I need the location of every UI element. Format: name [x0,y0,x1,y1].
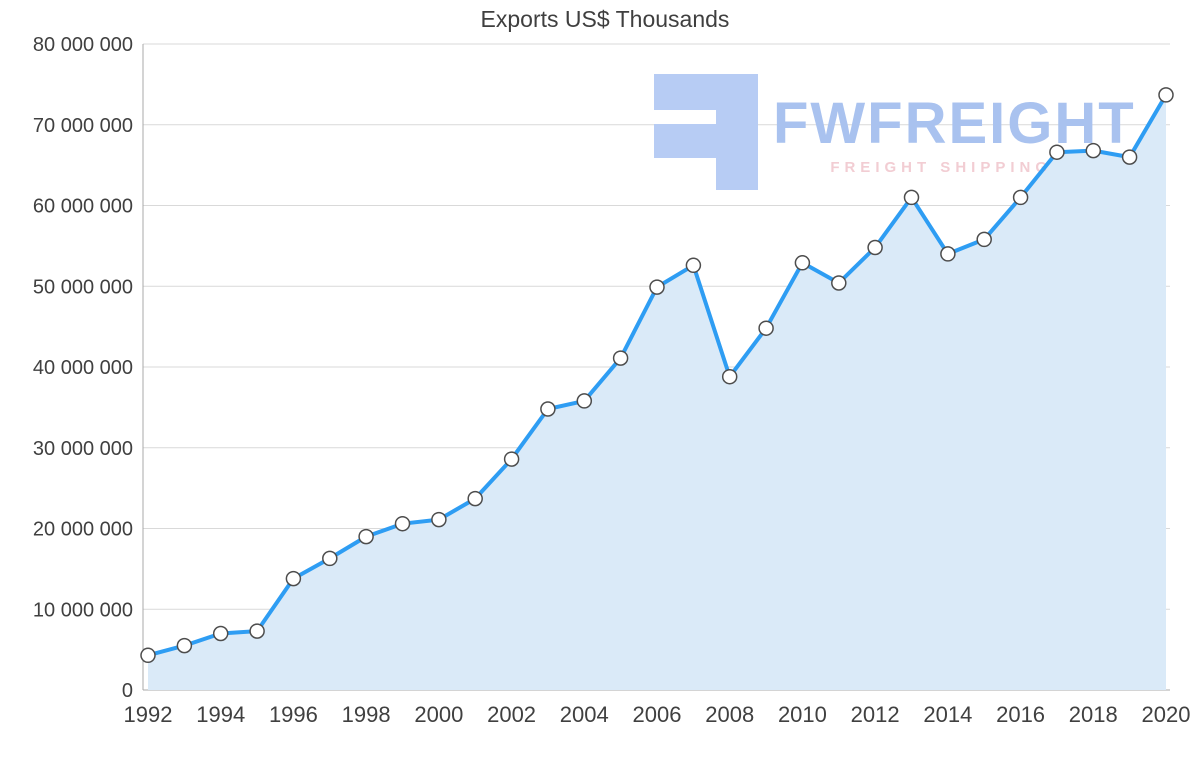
data-point [831,275,847,291]
data-point [140,647,156,664]
data-point [1012,189,1029,206]
marker-layer [140,87,1174,664]
chart-title: Exports US$ Thousands [481,6,730,32]
y-tick-label: 80 000 000 [33,34,133,56]
data-point [358,528,374,545]
x-axis-labels: 1992 1994 1996 1998 2000 2002 2004 2006 2008 2010… [124,702,1191,727]
data-point [685,257,702,274]
x-tick-label: 1992 [124,702,173,727]
watermark-brand: FWFREIGHT [773,91,1136,156]
y-tick-label: 30 000 000 [33,438,133,460]
data-point [576,393,593,409]
data-point [285,570,302,587]
x-tick-label: 2018 [1069,702,1118,727]
data-point [431,511,447,528]
data-point [212,625,229,642]
x-tick-label: 2006 [633,702,682,727]
x-tick-label: 2016 [996,702,1045,727]
y-tick-label: 20 000 000 [33,519,133,541]
data-point [249,623,265,639]
data-point [649,279,665,295]
data-point [503,451,520,467]
data-point [540,401,556,417]
x-tick-label: 2008 [705,702,754,727]
data-point [612,350,629,366]
data-point [721,368,738,385]
data-point [794,255,811,271]
x-tick-label: 2012 [851,702,900,727]
y-tick-label: 0 [122,680,133,702]
data-point [903,189,920,206]
x-tick-label: 1998 [342,702,391,727]
x-tick-label: 1994 [196,702,245,727]
data-point [176,637,193,654]
data-point [867,239,883,256]
logo-stem [716,74,758,190]
data-point [1121,149,1138,165]
fw-logo-icon [654,74,758,190]
x-tick-label: 2004 [560,702,609,727]
y-tick-label: 10 000 000 [33,599,133,621]
data-point [467,490,483,507]
data-point [322,550,338,567]
watermark-tagline: FREIGHT SHIPPING [830,159,1052,176]
y-tick-label: 70 000 000 [33,115,133,137]
data-point [1085,142,1102,159]
x-tick-label: 2000 [414,702,463,727]
y-tick-label: 50 000 000 [33,276,133,298]
data-point [394,515,411,532]
x-tick-label: 2020 [1142,702,1191,727]
data-point [940,246,956,262]
data-point [1158,87,1174,103]
data-point [976,231,992,248]
data-point [758,320,774,336]
x-tick-label: 2014 [923,702,972,727]
x-tick-label: 1996 [269,702,318,727]
area-fill [148,94,1166,690]
x-tick-label: 2010 [778,702,827,727]
x-tick-label: 2002 [487,702,536,727]
data-point [1049,144,1065,160]
y-tick-label: 60 000 000 [33,196,133,218]
watermark-logo: FWFREIGHT FREIGHT SHIPPING [654,74,1136,190]
y-tick-label: 40 000 000 [33,357,133,379]
